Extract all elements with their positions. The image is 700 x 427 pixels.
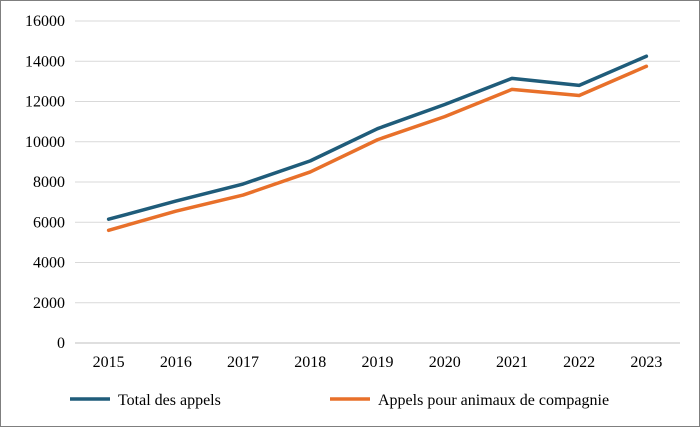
series-lines [106, 54, 649, 233]
y-tick-label: 8000 [33, 174, 65, 191]
gridlines [75, 20, 680, 304]
x-tick-label: 2016 [160, 354, 192, 371]
x-tick-label: 2018 [294, 354, 326, 371]
y-tick-label: 14000 [25, 53, 65, 70]
y-tick-label: 6000 [33, 214, 65, 231]
legend: Total des appels Appels pour animaux de c… [70, 392, 609, 409]
y-tick-label: 10000 [25, 134, 65, 151]
y-axis-tick-labels: 0 2000 4000 6000 8000 10000 12000 14000 16000 [25, 13, 65, 352]
x-tick-label: 2020 [429, 354, 461, 371]
x-tick-label: 2021 [496, 354, 528, 371]
x-tick-label: 2022 [563, 354, 595, 371]
y-tick-label: 0 [57, 335, 65, 352]
y-tick-label: 12000 [25, 94, 65, 111]
x-tick-label: 2017 [227, 354, 259, 371]
x-tick-label: 2019 [362, 354, 394, 371]
x-axis-tick-labels: 2015 2016 2017 2018 2019 2020 2021 2022 2023 [93, 354, 663, 371]
legend-label-2: Appels pour animaux de compagnie [378, 392, 609, 409]
series-line-2 [106, 64, 649, 233]
y-tick-label: 16000 [25, 13, 65, 30]
y-tick-label: 2000 [33, 295, 65, 312]
x-tick-label: 2015 [93, 354, 125, 371]
x-tick-label: 2023 [630, 354, 662, 371]
series-line-1 [106, 54, 649, 221]
legend-label-1: Total des appels [118, 392, 221, 409]
y-tick-label: 4000 [33, 255, 65, 272]
